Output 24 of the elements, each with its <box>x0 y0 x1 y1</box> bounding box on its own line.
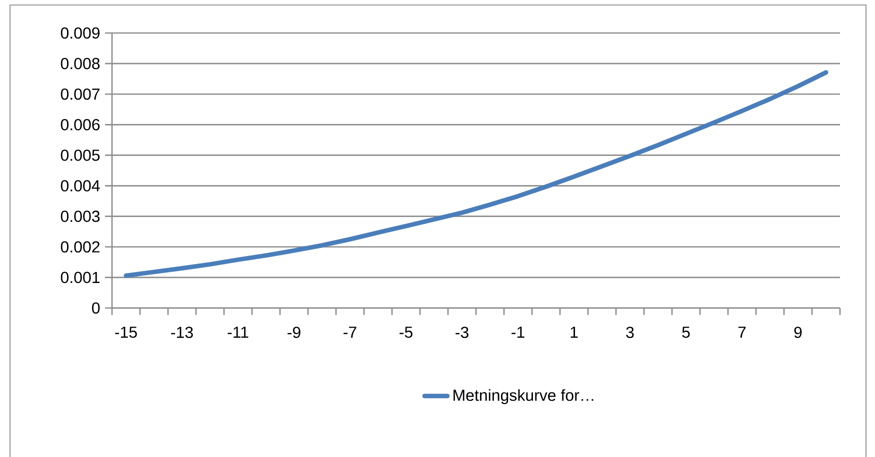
x-tick-label: -11 <box>228 326 248 338</box>
x-tick-label: -15 <box>115 326 137 338</box>
y-tick-label: 0.001 <box>60 272 100 284</box>
y-tick-label: 0 <box>92 302 100 314</box>
y-tick-label: 0.005 <box>60 150 100 161</box>
x-tick-label: -5 <box>400 326 412 338</box>
x-tick-label: 7 <box>738 326 746 338</box>
y-tick-label: 0.004 <box>60 180 100 192</box>
y-tick-label: 0.002 <box>60 241 100 253</box>
x-tick-label: -13 <box>171 326 193 338</box>
y-tick-label: 0.006 <box>60 119 100 130</box>
x-tick-label: -1 <box>512 326 524 338</box>
x-tick-label: 3 <box>626 326 634 338</box>
x-tick-label: -9 <box>288 326 300 338</box>
x-tick-label: 1 <box>570 326 578 338</box>
y-tick-label: 0.007 <box>60 88 100 100</box>
x-tick-label: 5 <box>682 326 690 338</box>
y-tick-label: 0.003 <box>60 210 100 222</box>
y-tick-label: 0.008 <box>60 58 100 70</box>
legend-label: Metningskurve for… <box>454 389 594 404</box>
x-tick-label: 9 <box>794 326 802 338</box>
y-tick-label: 0.009 <box>60 27 100 39</box>
x-tick-label: -3 <box>456 326 468 338</box>
x-tick-label: -7 <box>344 326 356 338</box>
